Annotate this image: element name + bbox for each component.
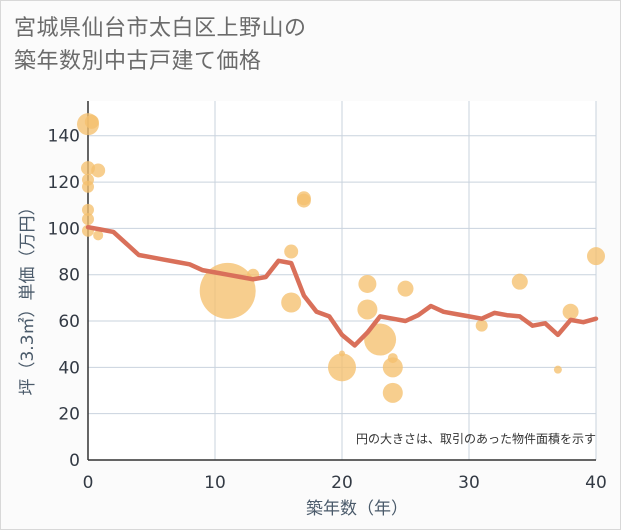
data-bubble <box>82 203 94 216</box>
data-bubble <box>82 213 94 226</box>
data-bubble <box>91 163 106 178</box>
x-tick-label: 0 <box>83 473 94 493</box>
data-bubble <box>397 280 414 297</box>
y-tick-label: 140 <box>48 127 80 147</box>
data-bubble <box>511 273 528 290</box>
data-bubble <box>475 319 488 332</box>
trend-series <box>85 224 599 348</box>
x-tick-label: 20 <box>331 473 353 493</box>
y-tick-label: 120 <box>48 173 80 193</box>
data-bubble <box>93 230 104 241</box>
x-tick-label: 10 <box>204 473 226 493</box>
trend-line <box>85 224 599 348</box>
y-tick-label: 60 <box>58 312 80 332</box>
data-bubble <box>284 244 299 259</box>
data-bubble <box>587 247 605 266</box>
chart-title: 宮城県仙台市太白区上野山の 築年数別中古戸建て価格 <box>14 12 307 78</box>
data-bubble <box>382 357 403 378</box>
y-tick-label: 80 <box>58 266 80 286</box>
data-bubble <box>328 353 356 382</box>
size-legend-note: 円の大きさは、取引のあった物件面積を示す <box>356 431 596 446</box>
data-bubble <box>84 114 99 129</box>
data-bubble <box>281 292 302 313</box>
data-bubble <box>357 299 378 320</box>
y-axis-label: 坪（3.3㎡）単価（万円） <box>18 198 38 395</box>
x-tick-label: 30 <box>458 473 480 493</box>
y-tick-label: 20 <box>58 405 80 425</box>
chart-title-line-2: 築年数別中古戸建て価格 <box>14 49 262 74</box>
data-bubble <box>82 180 94 193</box>
x-axis-label: 築年数（年） <box>306 499 408 519</box>
data-bubble <box>382 382 403 403</box>
data-bubble <box>364 323 397 356</box>
tick-labels: 0 10 20 30 40 0 20 40 60 80 100 120 140 <box>48 127 607 493</box>
grid-lines <box>87 101 597 461</box>
data-bubble <box>339 350 345 357</box>
axes <box>87 101 596 461</box>
data-bubble <box>296 193 311 208</box>
data-bubble <box>358 274 377 293</box>
y-tick-label: 0 <box>69 451 80 471</box>
x-tick-label: 40 <box>585 473 607 493</box>
data-bubble <box>562 303 579 320</box>
chart-title-line-1: 宮城県仙台市太白区上野山の <box>14 16 307 41</box>
y-tick-label: 40 <box>58 358 80 378</box>
data-bubble <box>553 365 562 374</box>
y-tick-label: 100 <box>48 219 80 239</box>
